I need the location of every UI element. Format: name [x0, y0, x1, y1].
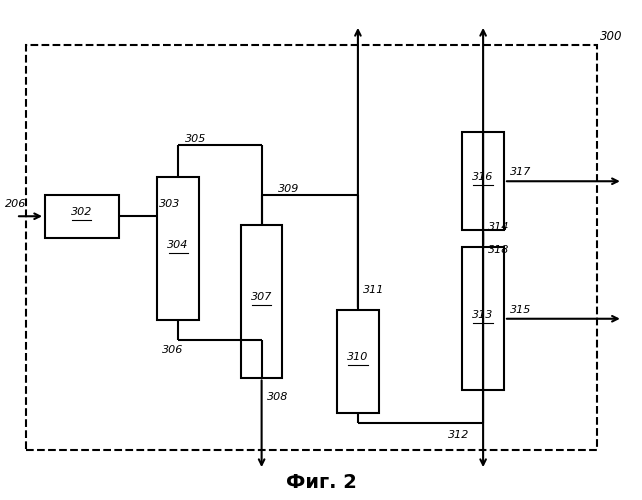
Bar	[337, 310, 379, 412]
Text: 312: 312	[447, 430, 469, 440]
Bar	[157, 178, 199, 320]
Text: 309: 309	[277, 184, 299, 194]
Bar	[462, 248, 504, 390]
Text: Фиг. 2: Фиг. 2	[286, 473, 356, 492]
Text: 315: 315	[510, 304, 532, 315]
Text: 311: 311	[363, 285, 385, 295]
Text: 304: 304	[168, 240, 189, 250]
Text: 314: 314	[488, 222, 510, 232]
Bar	[45, 195, 119, 238]
Text: 313: 313	[473, 310, 494, 320]
Text: 306: 306	[162, 345, 184, 355]
Bar	[26, 45, 597, 450]
Text: 318: 318	[488, 245, 510, 255]
Text: 300: 300	[600, 30, 623, 43]
Text: 308: 308	[266, 392, 288, 402]
Text: 302: 302	[71, 207, 92, 217]
Text: 316: 316	[473, 172, 494, 182]
Text: 310: 310	[347, 352, 369, 362]
Bar	[241, 225, 282, 378]
Text: 206: 206	[5, 198, 27, 209]
Text: 307: 307	[251, 292, 272, 302]
Text: 317: 317	[510, 167, 532, 177]
Text: 305: 305	[184, 134, 206, 144]
Bar	[462, 132, 504, 230]
Text: 303: 303	[159, 198, 180, 209]
